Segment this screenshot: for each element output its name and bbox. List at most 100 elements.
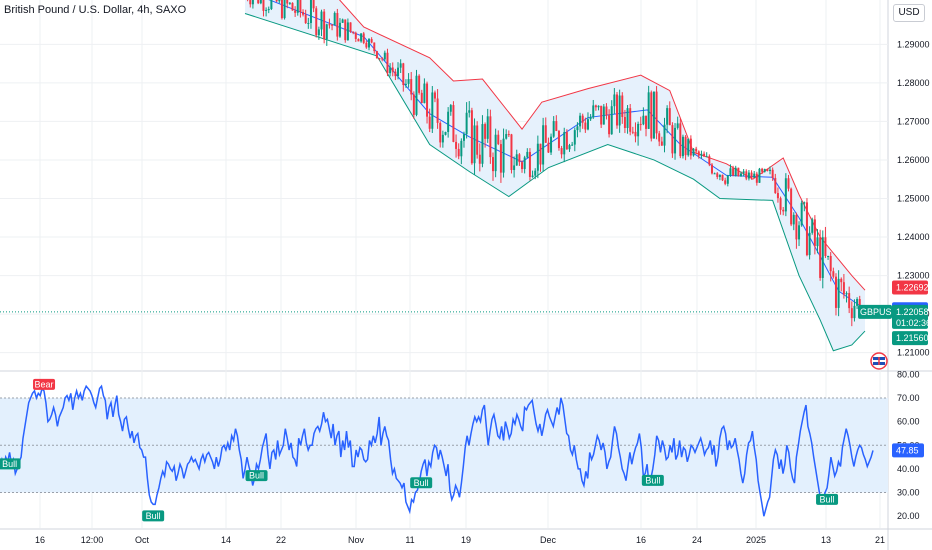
candle [410,71,413,101]
candle [515,149,518,166]
candle [671,122,674,158]
candle-body [291,2,294,11]
candle-body [547,142,550,153]
candle [499,139,502,183]
candle-body [531,175,534,177]
candle-body [605,106,608,116]
candle [631,126,634,135]
candle [465,102,468,139]
signal-label-bull: Bull [816,493,839,505]
candle [325,23,328,46]
candle-body [790,188,793,225]
candle-body [747,172,750,179]
candle-body [452,105,455,142]
candle-body [386,52,389,74]
candle-body [431,92,434,129]
candle-body [394,71,397,77]
candle-body [784,178,787,212]
signal-badge [0,458,21,470]
candle-body [484,124,487,139]
candle-body [565,132,568,150]
candle [354,31,357,43]
candle [811,217,814,235]
candle-body [283,0,286,19]
candle [829,251,832,282]
candle [294,6,297,17]
candle-body [365,42,368,48]
candle [423,78,426,104]
last-price-tag [892,304,928,329]
signal-label-bull: Bull [641,474,664,486]
candle [315,6,318,38]
candle-body [621,95,624,117]
candle-body [518,154,521,163]
candle [573,127,576,152]
candle-body [296,0,299,13]
time-tick-label: 14 [221,535,231,545]
candle [761,167,764,175]
signal-label-bull: Bull [410,477,433,489]
candle-body [315,8,318,36]
price-tick-label: 1.28000 [897,78,930,88]
candle-body [708,156,711,165]
candle [370,37,373,44]
candle [613,88,616,114]
candle [331,23,334,31]
price-tags: 1.226921.22126GBPUSD1.2205801:02:361.215… [858,280,931,346]
candle-body [473,125,476,164]
candle [813,215,816,255]
candle [645,115,648,137]
candle [592,99,595,119]
candle [307,17,310,29]
candle [455,134,458,158]
time-tick-label: 19 [461,535,471,545]
candle [341,18,344,24]
candle [703,151,706,157]
candle [629,104,632,136]
rsi-tick-label: 80.00 [897,369,920,379]
time-tick-label: 16 [35,535,45,545]
price-tick-label: 1.29000 [897,39,930,49]
signal-badge [245,470,268,482]
candle-body [317,29,320,36]
rsi-tick-label: 70.00 [897,393,920,403]
candle-body [832,271,835,277]
candlestick-series [247,0,866,327]
candle-body [800,202,803,226]
candle [674,123,677,160]
candle [637,121,640,146]
candle [328,18,331,29]
time-tick-label: 13 [821,535,831,545]
candle-body [497,134,500,145]
price-tag-text: 1.21560 [896,333,929,343]
candle-body [631,131,634,133]
candle [800,200,803,227]
candle-body [397,67,400,77]
candle [571,141,574,146]
currency-button[interactable]: USD [893,4,925,22]
candle-body [270,0,273,10]
candle-body [576,126,579,131]
signal-label-bull: Bull [245,470,268,482]
candle [816,229,819,254]
candle [758,167,761,183]
candle [821,230,824,289]
candle [312,0,315,13]
candle [660,136,663,146]
candle-body [550,136,553,153]
candle [338,18,341,38]
symbol-tag [858,304,892,319]
candle [404,79,407,88]
candle [557,129,560,151]
candle [579,112,582,133]
candle [626,105,629,134]
candle [386,48,389,77]
candle-body [526,151,529,158]
candle-body [344,19,347,41]
candle [563,127,566,163]
candle-body [658,133,661,142]
flag-icon[interactable] [870,352,888,370]
candle [362,31,365,45]
candle [460,138,463,165]
